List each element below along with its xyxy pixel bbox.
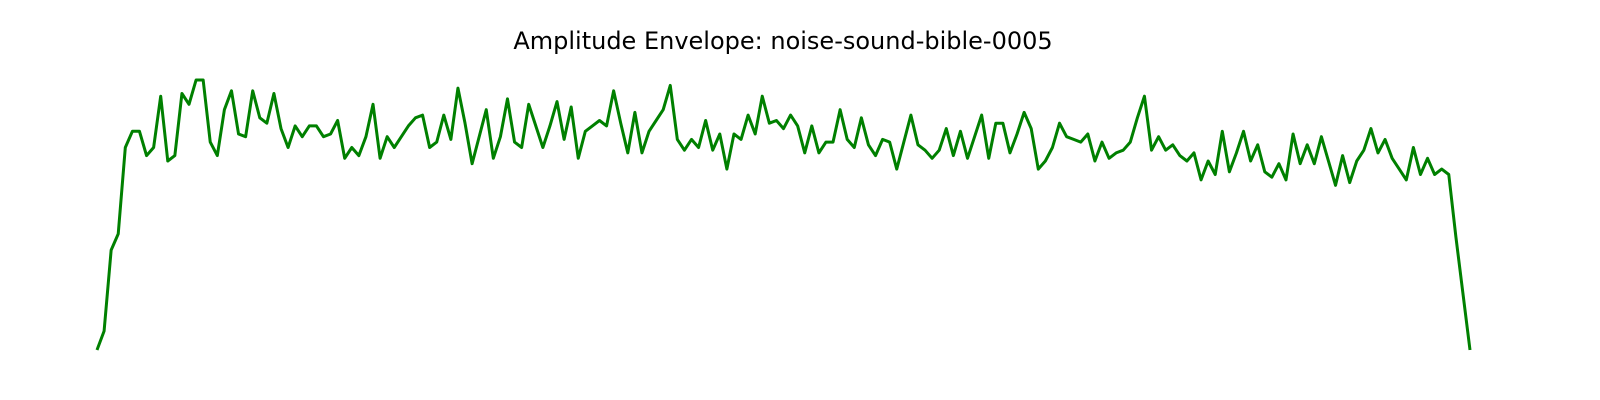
envelope-line	[95, 78, 1472, 351]
chart-title: Amplitude Envelope: noise-sound-bible-00…	[513, 27, 1052, 55]
